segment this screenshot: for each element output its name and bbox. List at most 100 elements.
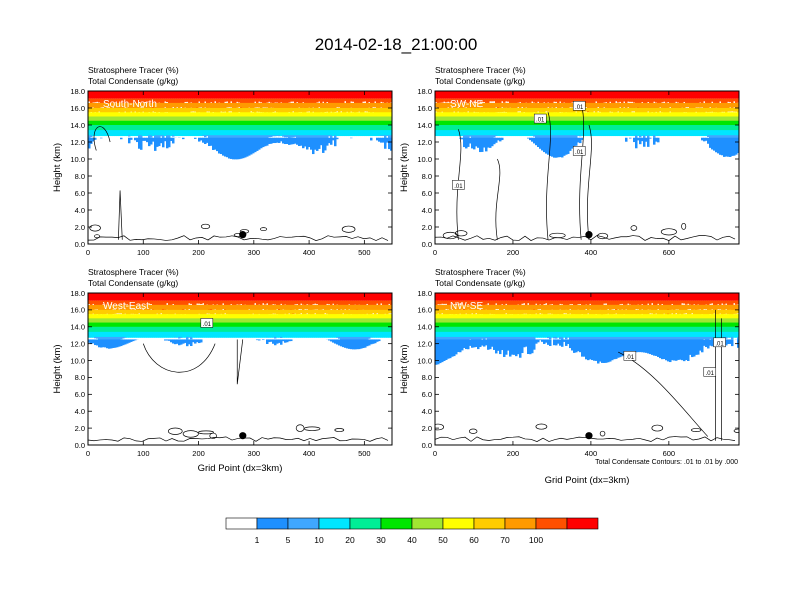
y-tick-label: 0.0 — [75, 441, 85, 450]
column-contour — [236, 339, 244, 385]
y-tick-label: 8.0 — [75, 373, 85, 382]
colorbar-swatch — [442, 517, 475, 530]
x-tick-label: 600 — [663, 248, 676, 257]
y-axis-label: Height (km) — [52, 143, 63, 192]
contour-label-box — [572, 101, 586, 111]
y-tick-label: 18.0 — [417, 87, 432, 96]
contour-footnote: Total Condensate Contours: .01 to .01 by… — [595, 459, 738, 466]
tracer-field — [88, 293, 392, 350]
contour-label: .01 — [575, 105, 584, 111]
contour-blob — [535, 423, 548, 430]
y-tick-label: 0.0 — [422, 240, 432, 249]
y-tick-label: 18.0 — [70, 87, 85, 96]
contour-blob — [468, 428, 478, 434]
x-tick-label: 0 — [433, 449, 437, 458]
column-contour — [495, 158, 501, 240]
colorbar-swatch — [504, 517, 537, 530]
contour-label-box — [572, 146, 586, 156]
x-tick-label: 200 — [507, 449, 520, 458]
panel-title-line1: Stratosphere Tracer (%) — [88, 65, 179, 75]
plot-frame — [434, 292, 740, 446]
x-tick-label: 500 — [358, 449, 371, 458]
colorbar-swatch — [411, 517, 444, 530]
plot-frame — [87, 90, 393, 245]
cloud-contour — [142, 343, 216, 373]
y-tick-label: 14.0 — [417, 121, 432, 130]
contour-label: .01 — [626, 355, 635, 361]
panel-1: 0.0 2.0 4.0 6.0 8.0 10.0 12.0 14.0 16.0 18.0 0 100 2… — [52, 65, 393, 257]
contour-blob — [167, 427, 183, 435]
column-contour — [587, 124, 592, 240]
contour-blob — [660, 228, 677, 236]
x-tick-label: 400 — [303, 449, 316, 458]
x-tick-label: 500 — [358, 248, 371, 257]
contour-blob — [341, 225, 356, 233]
colorbar-swatch — [287, 517, 320, 530]
x-tick-label: 200 — [192, 248, 205, 257]
y-tick-label: 6.0 — [75, 390, 85, 399]
y-tick-label: 10.0 — [417, 155, 432, 164]
x-tick-label: 300 — [248, 449, 261, 458]
colorbar-swatch — [225, 517, 258, 530]
colorbar-label: 50 — [438, 535, 448, 545]
contour-blob — [681, 222, 687, 230]
low-level-contour — [88, 235, 389, 241]
plot-frame — [434, 90, 740, 245]
contour-label: .01 — [203, 322, 212, 328]
y-tick-label: 6.0 — [75, 189, 85, 198]
x-tick-label: 0 — [86, 248, 90, 257]
contour-label-box — [452, 180, 465, 190]
y-axis-label: Height (km) — [399, 143, 410, 192]
y-tick-label: 14.0 — [70, 121, 85, 130]
location-marker — [239, 231, 247, 239]
y-tick-label: 12.0 — [417, 339, 432, 348]
contour-blob — [599, 430, 606, 437]
tracer-field — [88, 91, 392, 160]
x-axis-label: Grid Point (dx=3km) — [198, 463, 283, 474]
colorbar-swatch — [566, 517, 599, 530]
y-tick-label: 2.0 — [422, 223, 432, 232]
x-tick-label: 0 — [86, 449, 90, 458]
panel-3: .01 0.0 2.0 4.0 6.0 8.0 10.0 12.0 14.0 16.0 18.0 0 1… — [52, 267, 393, 474]
contour-label-box — [703, 367, 717, 377]
colorbar-label: 30 — [376, 535, 386, 545]
panel-title-line1: Stratosphere Tracer (%) — [88, 267, 179, 277]
panel-title-line1: Stratosphere Tracer (%) — [435, 65, 526, 75]
contour-label-box — [200, 318, 214, 328]
y-axis-label: Height (km) — [52, 344, 63, 393]
contour-label: .01 — [706, 371, 715, 377]
contour-blob — [303, 426, 321, 431]
y-tick-label: 4.0 — [75, 407, 85, 416]
colorbar-label: 40 — [407, 535, 417, 545]
contour-label-box — [713, 337, 726, 348]
colorbar-label: 1 — [255, 535, 260, 545]
condensate-contours — [88, 126, 389, 241]
y-tick-label: 2.0 — [75, 424, 85, 433]
y-tick-label: 16.0 — [70, 104, 85, 113]
contour-label: .01 — [715, 341, 724, 347]
column-contour — [456, 129, 462, 240]
y-tick-label: 2.0 — [75, 223, 85, 232]
location-marker — [585, 432, 593, 440]
colorbar-label: 10 — [314, 535, 324, 545]
x-tick-label: 400 — [585, 248, 598, 257]
column-contour — [579, 103, 585, 240]
y-tick-label: 4.0 — [422, 407, 432, 416]
colorbar-label: 100 — [529, 535, 543, 545]
column-contour — [546, 112, 551, 240]
location-marker — [239, 432, 247, 440]
y-tick-label: 2.0 — [422, 424, 432, 433]
y-tick-label: 10.0 — [70, 356, 85, 365]
y-tick-label: 12.0 — [417, 138, 432, 147]
contour-blob — [690, 428, 702, 432]
y-tick-label: 4.0 — [75, 206, 85, 215]
panel-4: .01 .01 .01 0.0 2.0 4.0 6.0 8.0 10.0 12.0 14.0 16.0… — [399, 267, 740, 486]
contour-label: .01 — [536, 118, 545, 124]
panel-title-line2: Total Condensate (g/kg) — [435, 76, 525, 86]
y-tick-label: 0.0 — [422, 441, 432, 450]
contour-blob — [198, 430, 214, 435]
panel-title-line1: Stratosphere Tracer (%) — [435, 267, 526, 277]
contour-blob — [630, 225, 638, 231]
x-tick-label: 300 — [248, 248, 261, 257]
